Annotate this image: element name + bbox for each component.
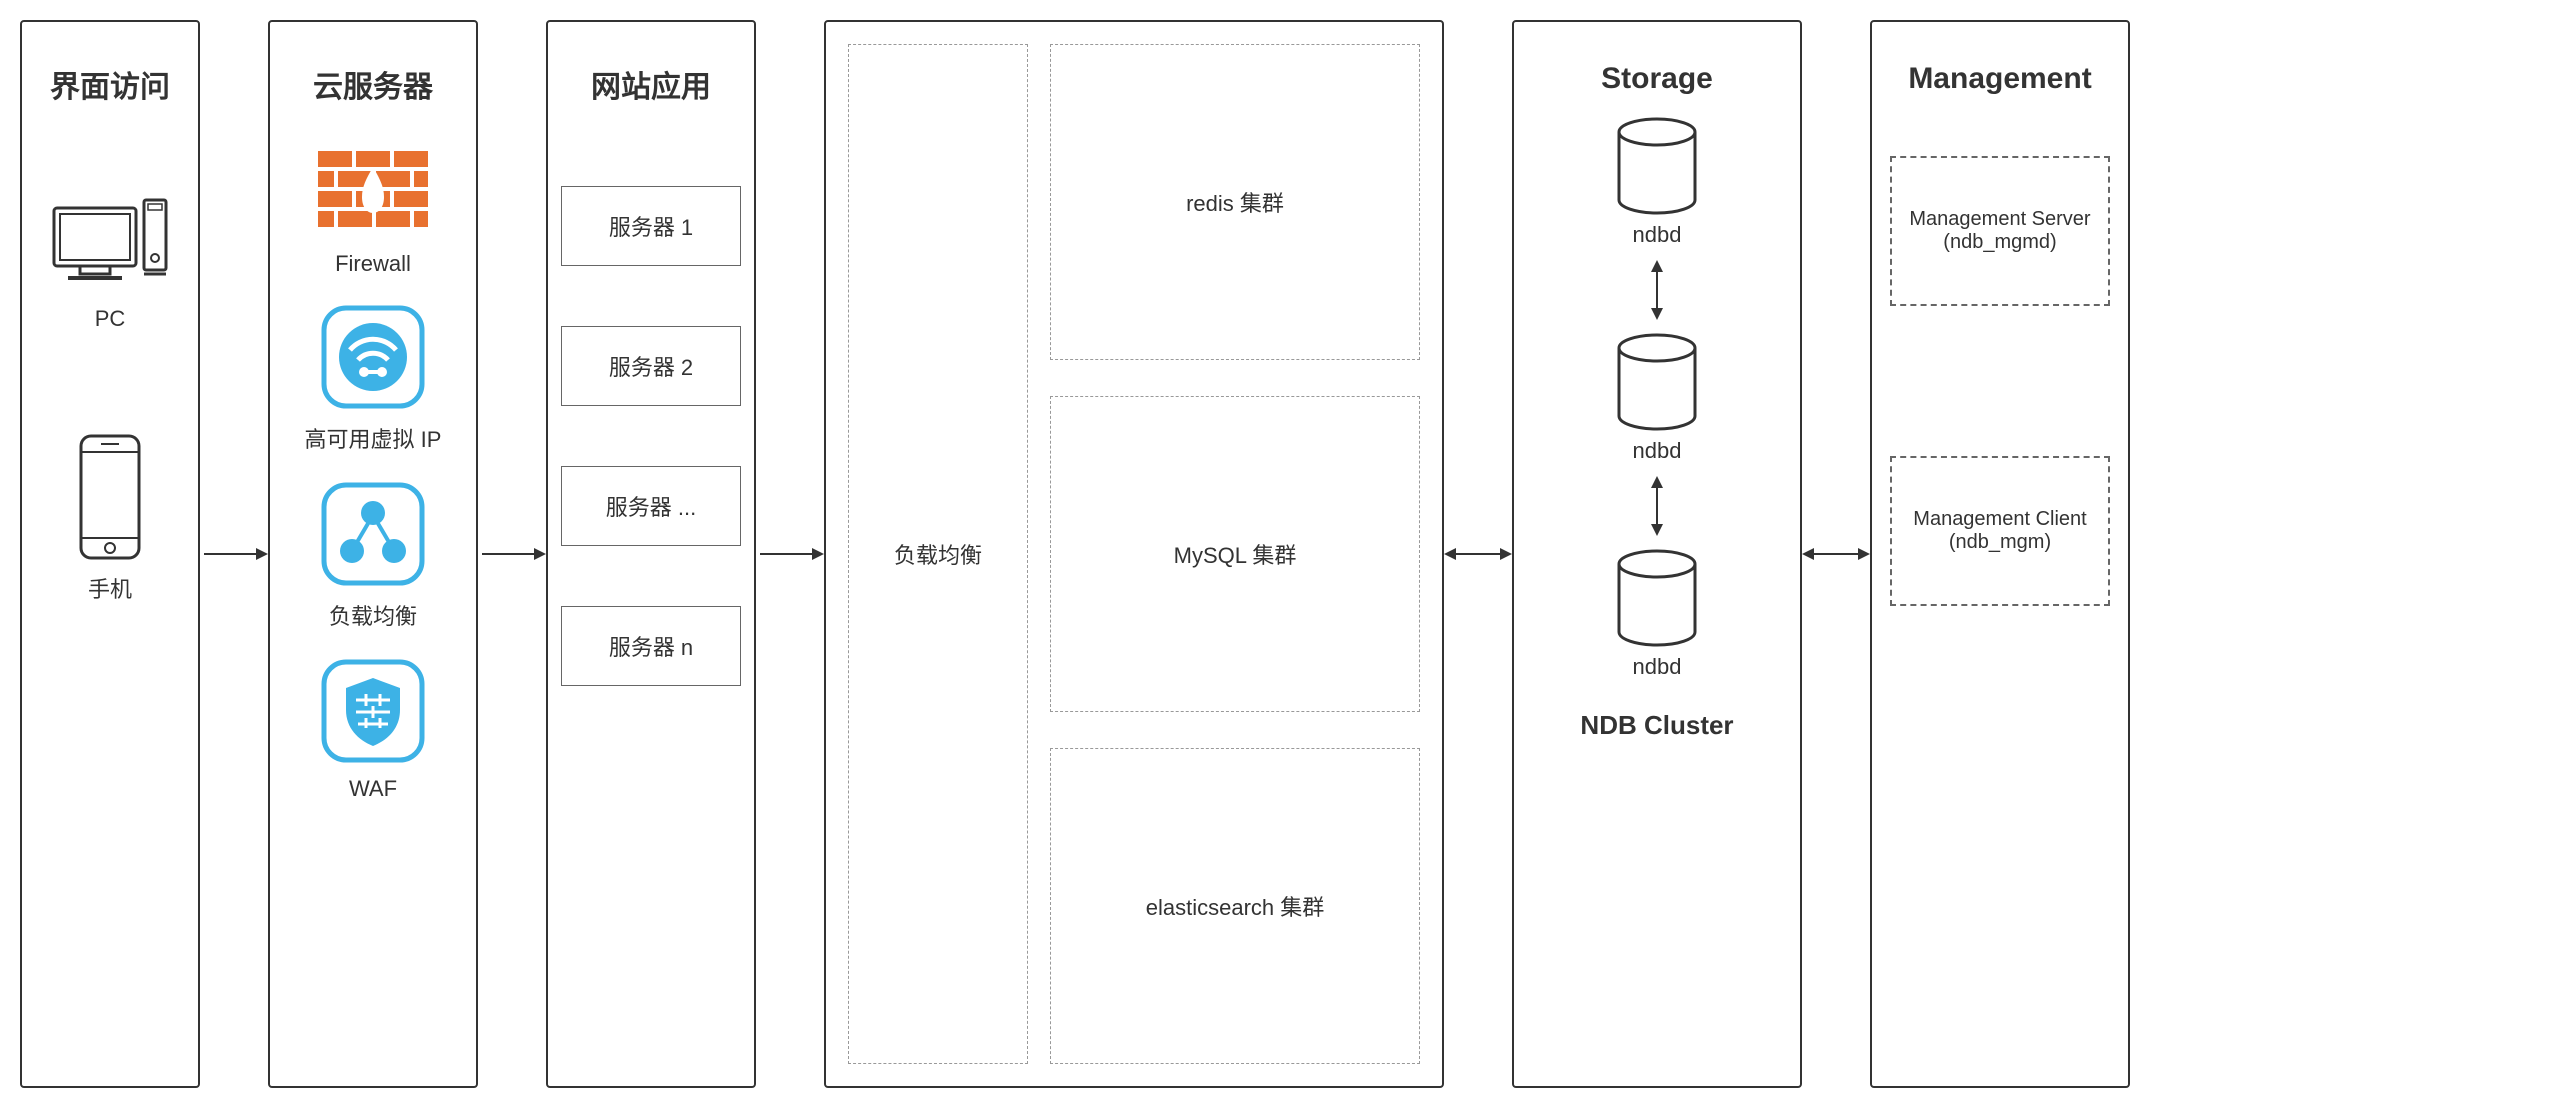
ndbd-label: ndbd: [1633, 438, 1682, 464]
column-middleware: 负载均衡 redis 集群 MySQL 集群 elasticsearch 集群: [824, 20, 1444, 1088]
waf-block: WAF: [318, 656, 428, 802]
vip-label: 高可用虚拟 IP: [305, 422, 442, 454]
mysql-cluster-box: MySQL 集群: [1050, 396, 1420, 712]
column-title: 网站应用: [591, 62, 711, 106]
column-access: 界面访问 PC 手机: [20, 20, 200, 1088]
server-box: 服务器 ...: [561, 466, 741, 546]
phone-block: 手机: [75, 432, 145, 604]
database-icon: [1612, 332, 1702, 432]
architecture-diagram: 界面访问 PC 手机: [20, 20, 2540, 1088]
column-title: Storage: [1601, 62, 1713, 96]
phone-icon: [75, 432, 145, 562]
column-cloud: 云服务器 Firewall: [268, 20, 478, 1088]
ndbd-label: ndbd: [1633, 222, 1682, 248]
mgmt-client-box: Management Client (ndb_mgm): [1890, 456, 2110, 606]
ndbd-block: ndbd: [1612, 548, 1702, 680]
ndbd-block: ndbd: [1612, 332, 1702, 464]
ndbd-label: ndbd: [1633, 654, 1682, 680]
lb-box: 负载均衡: [848, 44, 1028, 1064]
column-storage: Storage ndbd ndbd: [1512, 20, 1802, 1088]
lb-label: 负载均衡: [329, 599, 417, 631]
firewall-block: Firewall: [318, 151, 428, 277]
waf-icon: [318, 656, 428, 766]
storage-footer: NDB Cluster: [1580, 710, 1733, 741]
column-title: 界面访问: [50, 62, 170, 106]
firewall-icon: [318, 151, 428, 241]
arrow-right: [200, 20, 268, 1088]
redis-cluster-box: redis 集群: [1050, 44, 1420, 360]
arrow-bidirectional: [1444, 20, 1512, 1088]
mgmt-server-box: Management Server (ndb_mgmd): [1890, 156, 2110, 306]
server-box: 服务器 1: [561, 186, 741, 266]
ndbd-block: ndbd: [1612, 116, 1702, 248]
lb-block: 负载均衡: [318, 479, 428, 631]
arrow-right: [478, 20, 546, 1088]
server-box: 服务器 n: [561, 606, 741, 686]
arrow-vertical-bidirectional: [1642, 476, 1672, 536]
arrow-vertical-bidirectional: [1642, 260, 1672, 320]
pc-icon: [50, 196, 170, 296]
server-box: 服务器 2: [561, 326, 741, 406]
database-icon: [1612, 548, 1702, 648]
pc-block: PC: [50, 196, 170, 332]
column-title: Management: [1908, 62, 2091, 96]
column-app: 网站应用 服务器 1 服务器 2 服务器 ... 服务器 n: [546, 20, 756, 1088]
column-title: 云服务器: [313, 62, 433, 106]
arrow-right: [756, 20, 824, 1088]
column-management: Management Management Server (ndb_mgmd) …: [1870, 20, 2130, 1088]
arrow-bidirectional: [1802, 20, 1870, 1088]
vip-block: 高可用虚拟 IP: [305, 302, 442, 454]
firewall-label: Firewall: [335, 251, 411, 277]
phone-label: 手机: [88, 572, 132, 604]
pc-label: PC: [95, 306, 126, 332]
es-cluster-box: elasticsearch 集群: [1050, 748, 1420, 1064]
loadbalance-icon: [318, 479, 428, 589]
waf-label: WAF: [349, 776, 397, 802]
database-icon: [1612, 116, 1702, 216]
wifi-icon: [318, 302, 428, 412]
